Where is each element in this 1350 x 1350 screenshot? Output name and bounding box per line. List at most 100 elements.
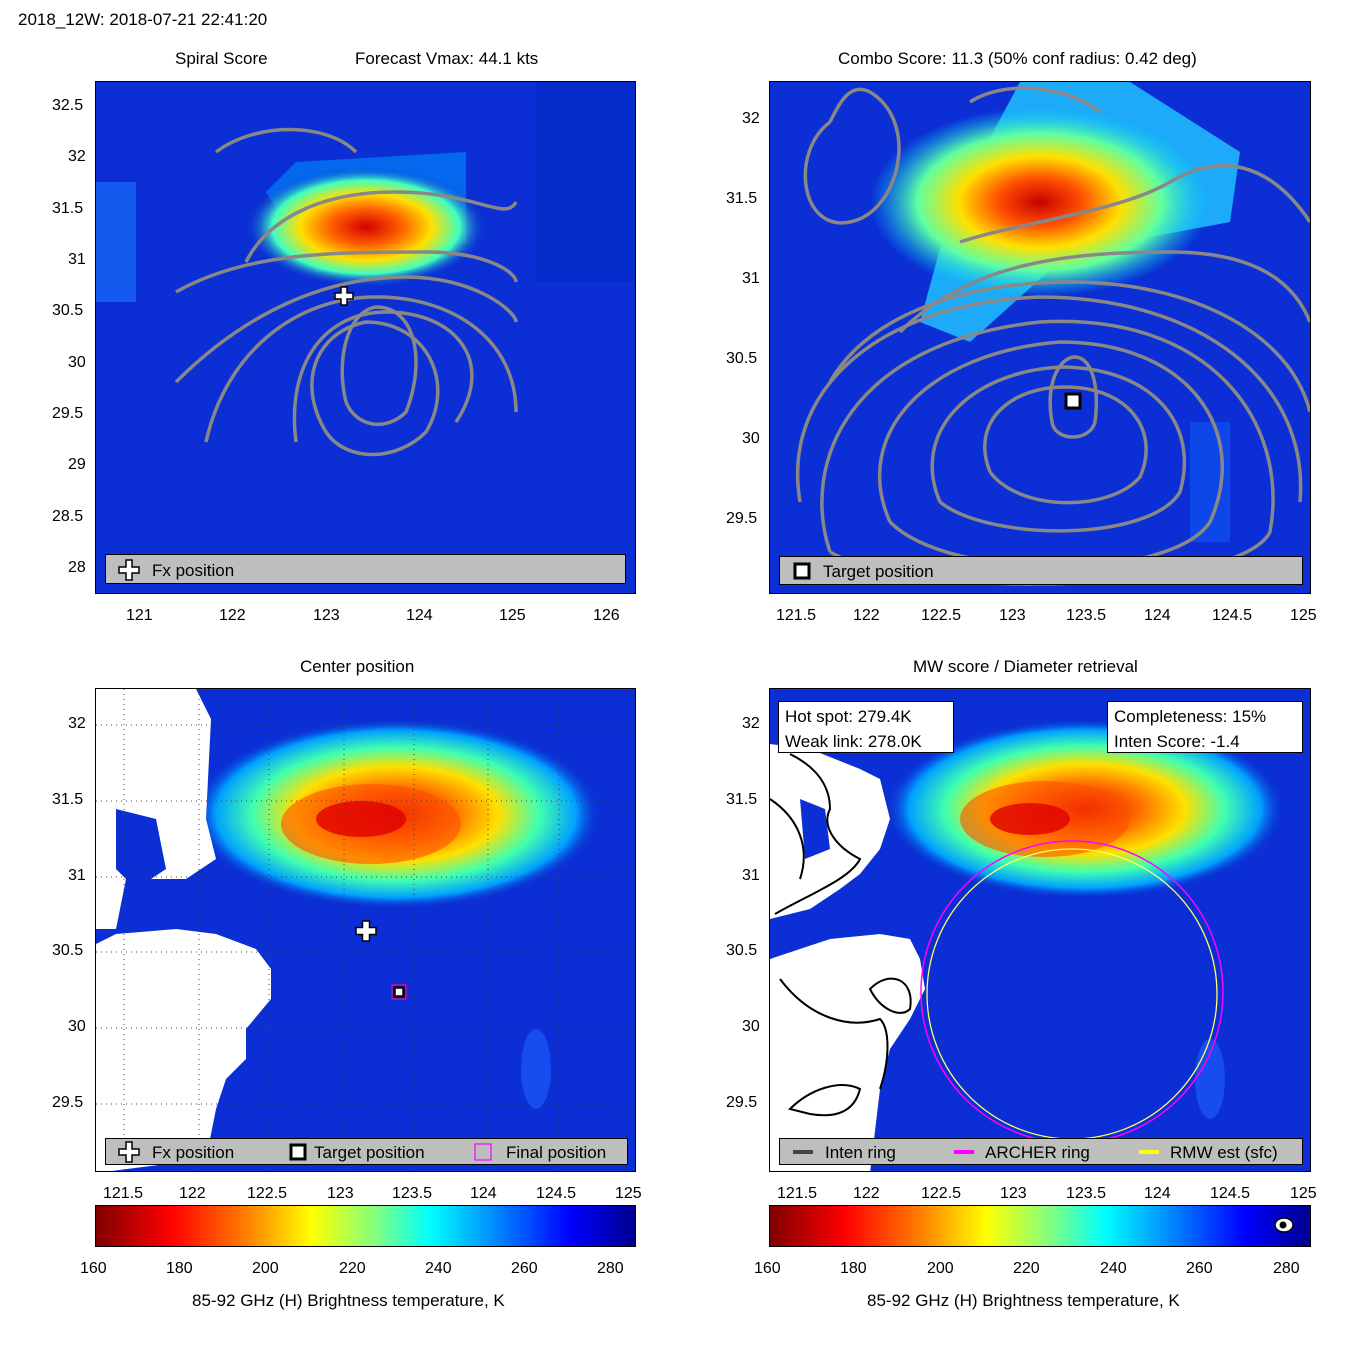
y-tick-label: 30.5 bbox=[726, 942, 758, 959]
y-tick-label: 30.5 bbox=[52, 942, 84, 959]
x-tick-label: 122.5 bbox=[921, 1185, 962, 1202]
final-legend-label: Final position bbox=[506, 1143, 607, 1162]
x-tick-label: 122 bbox=[179, 1185, 206, 1202]
x-tick-label: 123.5 bbox=[392, 1185, 433, 1202]
hot-spot-text: Hot spot: 279.4K bbox=[785, 707, 912, 726]
center-position-plot: Fx position Target position Final positi… bbox=[95, 688, 636, 1172]
combo-score-image bbox=[770, 82, 1310, 593]
spiral-legend: Fx position bbox=[105, 554, 626, 584]
colorbar-tick-label: 280 bbox=[597, 1260, 624, 1277]
y-tick-label: 29.5 bbox=[52, 1094, 84, 1111]
cross-icon bbox=[118, 559, 140, 581]
x-tick-label: 121.5 bbox=[103, 1185, 144, 1202]
spiral-score-image bbox=[96, 82, 635, 593]
x-tick-label: 124.5 bbox=[536, 1185, 577, 1202]
y-tick-label: 31.5 bbox=[52, 791, 84, 808]
page-title: 2018_12W: 2018-07-21 22:41:20 bbox=[18, 10, 268, 29]
colorbar-tick-label: 220 bbox=[1013, 1260, 1040, 1277]
mw-score-plot: Hot spot: 279.4K Weak link: 278.0K Compl… bbox=[769, 688, 1311, 1172]
fx-position-marker bbox=[355, 920, 377, 942]
colorbar-tick-label: 240 bbox=[1100, 1260, 1127, 1277]
colorbar-left-label: 85-92 GHz (H) Brightness temperature, K bbox=[192, 1291, 505, 1310]
x-tick-label: 123.5 bbox=[1066, 607, 1107, 624]
x-tick-label: 126 bbox=[593, 607, 620, 624]
x-tick-label: 124 bbox=[1144, 1185, 1171, 1202]
x-tick-label: 123 bbox=[327, 1185, 354, 1202]
colorbar-tick-label: 160 bbox=[80, 1260, 107, 1277]
colorbar-tick-label: 240 bbox=[425, 1260, 452, 1277]
magenta-line-icon bbox=[954, 1150, 974, 1154]
fx-legend-label: Fx position bbox=[152, 1143, 235, 1162]
fx-position-marker bbox=[334, 286, 354, 306]
colorbar-tick-label: 220 bbox=[339, 1260, 366, 1277]
x-tick-label: 125 bbox=[615, 1185, 642, 1202]
combo-title: Combo Score: 11.3 (50% conf radius: 0.42… bbox=[838, 49, 1197, 68]
y-tick-label: 28.5 bbox=[52, 508, 84, 525]
y-tick-label: 31 bbox=[742, 867, 760, 884]
x-tick-label: 125 bbox=[499, 607, 526, 624]
rmw-legend-label: RMW est (sfc) bbox=[1170, 1143, 1278, 1162]
eye-icon bbox=[1274, 1217, 1294, 1233]
colorbar-tick-label: 260 bbox=[1186, 1260, 1213, 1277]
colorbar-tick-label: 180 bbox=[166, 1260, 193, 1277]
mw-score-image bbox=[770, 689, 1310, 1171]
y-tick-label: 29.5 bbox=[726, 510, 758, 527]
x-tick-label: 121.5 bbox=[776, 607, 817, 624]
target-position-marker bbox=[391, 984, 407, 1000]
colorbar-tick-label: 260 bbox=[511, 1260, 538, 1277]
combo-legend: Target position bbox=[779, 556, 1303, 585]
completeness-infobox: Completeness: 15% Inten Score: -1.4 bbox=[1107, 701, 1303, 753]
cross-icon bbox=[118, 1141, 140, 1163]
square-icon bbox=[793, 562, 811, 580]
y-tick-label: 31 bbox=[742, 270, 760, 287]
completeness-text: Completeness: 15% bbox=[1114, 707, 1267, 726]
y-tick-label: 31.5 bbox=[726, 791, 758, 808]
mw-legend: Inten ring ARCHER ring RMW est (sfc) bbox=[779, 1138, 1303, 1165]
center-position-image bbox=[96, 689, 635, 1171]
x-tick-label: 124 bbox=[1144, 607, 1171, 624]
inten-score-text: Inten Score: -1.4 bbox=[1114, 732, 1240, 751]
archer-legend-label: ARCHER ring bbox=[985, 1143, 1090, 1162]
magenta-square-icon bbox=[474, 1143, 492, 1161]
y-tick-label: 32 bbox=[68, 148, 86, 165]
x-tick-label: 123.5 bbox=[1066, 1185, 1107, 1202]
x-tick-label: 121 bbox=[126, 607, 153, 624]
x-tick-label: 124 bbox=[470, 1185, 497, 1202]
x-tick-label: 124.5 bbox=[1212, 607, 1253, 624]
forecast-vmax-title: Forecast Vmax: 44.1 kts bbox=[355, 49, 539, 68]
spiral-score-plot: Fx position bbox=[95, 81, 636, 594]
weak-link-text: Weak link: 278.0K bbox=[785, 732, 922, 751]
y-tick-label: 30.5 bbox=[52, 302, 84, 319]
y-tick-label: 31 bbox=[68, 251, 86, 268]
y-tick-label: 30 bbox=[68, 354, 86, 371]
y-tick-label: 31.5 bbox=[52, 200, 84, 217]
center-title: Center position bbox=[300, 657, 415, 676]
x-tick-label: 123 bbox=[999, 607, 1026, 624]
yellow-line-icon bbox=[1139, 1150, 1159, 1154]
y-tick-label: 32.5 bbox=[52, 97, 84, 114]
y-tick-label: 29.5 bbox=[52, 405, 84, 422]
colorbar-left bbox=[95, 1205, 636, 1247]
black-line-icon bbox=[793, 1150, 813, 1154]
colorbar-tick-label: 200 bbox=[927, 1260, 954, 1277]
y-tick-label: 29.5 bbox=[726, 1094, 758, 1111]
inten-legend-label: Inten ring bbox=[825, 1143, 896, 1162]
mw-title: MW score / Diameter retrieval bbox=[913, 657, 1138, 676]
x-tick-label: 122 bbox=[853, 607, 880, 624]
colorbar-tick-label: 180 bbox=[840, 1260, 867, 1277]
y-tick-label: 32 bbox=[68, 715, 86, 732]
y-tick-label: 30 bbox=[742, 1018, 760, 1035]
colorbar-tick-label: 200 bbox=[252, 1260, 279, 1277]
x-tick-label: 125 bbox=[1290, 1185, 1317, 1202]
combo-score-plot: Target position bbox=[769, 81, 1311, 594]
hot-spot-infobox: Hot spot: 279.4K Weak link: 278.0K bbox=[778, 701, 954, 753]
x-tick-label: 122 bbox=[219, 607, 246, 624]
x-tick-label: 125 bbox=[1290, 607, 1317, 624]
y-tick-label: 31.5 bbox=[726, 190, 758, 207]
x-tick-label: 123 bbox=[1000, 1185, 1027, 1202]
target-position-marker bbox=[1064, 392, 1082, 410]
x-tick-label: 123 bbox=[313, 607, 340, 624]
fx-legend-label: Fx position bbox=[152, 561, 235, 580]
target-legend-label: Target position bbox=[314, 1143, 425, 1162]
spiral-title: Spiral Score bbox=[175, 49, 268, 68]
